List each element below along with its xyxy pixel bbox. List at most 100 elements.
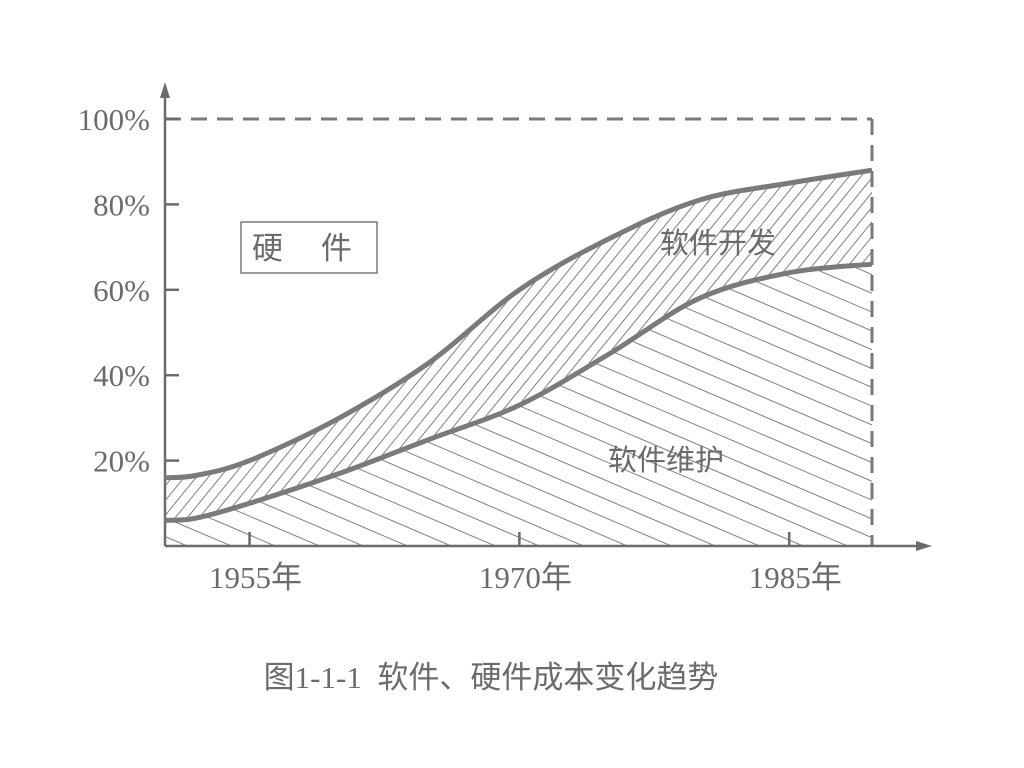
hatch-line <box>165 170 349 521</box>
hatch-line <box>165 170 193 521</box>
hatch-line <box>291 170 673 521</box>
hatch-line <box>165 170 517 521</box>
hatch-line <box>519 170 872 521</box>
hatch-line <box>735 170 872 521</box>
hatch-line <box>165 170 445 521</box>
hatch-line <box>0 99 120 566</box>
hatch-line <box>195 170 577 521</box>
hatch-line <box>165 170 289 521</box>
hatch-line <box>0 99 72 566</box>
hatch-line <box>0 99 132 566</box>
hatch-line <box>916 99 1024 566</box>
hatch-line <box>783 170 872 521</box>
hardware-label-box <box>240 221 378 274</box>
hatch-line <box>375 264 872 546</box>
software-development-curve <box>164 167 873 481</box>
hatch-line <box>807 170 872 521</box>
hatch-line <box>339 170 721 521</box>
hatch-line <box>0 99 108 566</box>
hatch-line <box>165 170 529 521</box>
hatch-line <box>303 170 685 521</box>
y-axis-arrow <box>160 82 170 98</box>
hatch-line <box>904 119 1024 589</box>
hatch-line <box>419 264 872 546</box>
hatch-line <box>892 99 1024 566</box>
hatch-line <box>992 119 1024 589</box>
hatch-line <box>435 170 817 521</box>
hatch-line <box>859 264 872 546</box>
hatch-line <box>867 170 872 521</box>
hatch-line <box>165 170 433 521</box>
software-maintenance-label: 软件维护 <box>608 443 724 477</box>
hatch-line <box>165 170 277 521</box>
hatch-line <box>747 170 872 521</box>
hatch-line <box>165 170 337 521</box>
hatch-line <box>165 170 217 521</box>
y-tick-label: 20% <box>93 444 150 479</box>
hatch-line <box>165 170 205 521</box>
hatch-line <box>165 170 169 521</box>
hatch-line <box>771 264 872 546</box>
hatch-line <box>531 170 872 521</box>
hatch-line <box>399 170 781 521</box>
hatch-line <box>165 170 397 521</box>
hatch-line <box>0 99 60 566</box>
hatch-line <box>819 170 872 521</box>
hatch-line <box>171 170 553 521</box>
hatch-line <box>387 170 769 521</box>
hatch-line <box>459 170 841 521</box>
hatch-line <box>351 170 733 521</box>
hatch-line <box>567 170 872 521</box>
hatch-line <box>165 170 505 521</box>
hatch-line <box>555 170 872 521</box>
software-development-label: 软件开发 <box>660 226 776 260</box>
y-tick-label: 100% <box>78 102 150 137</box>
hatch-line <box>165 170 253 521</box>
hatch-line <box>199 264 872 546</box>
hatch-line <box>327 170 709 521</box>
hatch-line <box>165 170 373 521</box>
hatch-line <box>165 264 685 546</box>
hatch-line <box>165 264 509 546</box>
hatch-line <box>952 99 1024 566</box>
hatch-line <box>639 264 872 546</box>
hatch-line <box>904 99 1024 566</box>
hatch-line <box>423 170 805 521</box>
hatch-line <box>687 170 872 521</box>
hatch-line <box>165 170 421 521</box>
hatch-line <box>471 170 853 521</box>
hatch-line <box>759 170 872 521</box>
x-tick-label: 1985年 <box>749 560 842 595</box>
hatch-line <box>976 99 1024 566</box>
hatch-line <box>0 99 144 566</box>
hatch-line <box>165 170 361 521</box>
hatch-line <box>855 170 872 521</box>
x-axis-ticks: 1955年 1970年 1985年 <box>209 532 842 595</box>
hatch-line <box>331 264 872 546</box>
hatch-line <box>675 170 872 521</box>
y-axis-ticks: 20% 40% 60% 80% 100% <box>78 102 179 479</box>
hatch-line <box>165 170 385 521</box>
hatch-line <box>603 170 872 521</box>
hatch-line <box>165 264 641 546</box>
y-tick-label: 80% <box>93 187 150 222</box>
hatch-line <box>964 99 1024 566</box>
hatch-line <box>243 170 625 521</box>
hatch-line <box>165 264 421 546</box>
hatch-line <box>727 264 872 546</box>
hardware-label: 硬 件 <box>252 231 366 267</box>
hatch-line <box>165 170 241 521</box>
x-tick-label: 1970年 <box>479 560 572 595</box>
hatch-line <box>0 99 156 566</box>
hatch-line <box>940 99 1024 566</box>
hatch-line <box>0 99 96 566</box>
hatch-line <box>165 264 872 546</box>
hatch-line <box>165 170 265 521</box>
hatch-line <box>771 170 872 521</box>
hatch-line <box>0 99 12 566</box>
hatch-line <box>551 264 872 546</box>
hatch-line <box>165 170 229 521</box>
hatch-line <box>815 264 872 546</box>
hatch-line <box>165 264 597 546</box>
hatch-line <box>595 264 872 546</box>
